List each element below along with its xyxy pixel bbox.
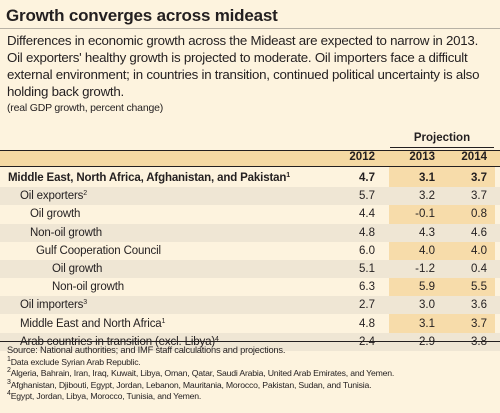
- footnote-marker: 2: [83, 190, 87, 198]
- cell-2012: 5.1: [359, 263, 375, 275]
- footnote-number: 1: [7, 355, 11, 363]
- footnote: 3Afghanistan, Djibouti, Egypt, Jordan, L…: [7, 378, 497, 392]
- footnote-marker: 1: [286, 172, 291, 179]
- cell-2013: 3.1: [419, 317, 435, 330]
- table-row: Oil importers3 2.7 3.0 3.6: [0, 296, 500, 315]
- cell-2012: 4.7: [359, 172, 375, 184]
- cell-2012: 2.7: [359, 299, 375, 312]
- table-row: Oil growth 4.4 -0.1 0.8: [0, 205, 500, 223]
- cell-2014: 0.4: [471, 263, 487, 275]
- column-header-2013: 2013: [409, 151, 435, 163]
- title-rule: [0, 28, 500, 29]
- footnote: 4Egypt, Jordan, Libya, Morocco, Tunisia,…: [7, 390, 497, 403]
- column-header-2012: 2012: [349, 151, 375, 163]
- footnote-marker: 3: [83, 299, 87, 307]
- footnote-text: Data exclude Syrian Arab Republic.: [10, 356, 141, 367]
- column-header-band: [0, 150, 500, 166]
- cell-2013: 5.9: [419, 281, 435, 294]
- cell-2014: 3.7: [471, 190, 487, 203]
- footnote-number: 4: [7, 390, 11, 397]
- footnotes: 1Data exclude Syrian Arab Republic. 2Alge…: [7, 355, 497, 403]
- cell-2014: 4.0: [471, 244, 487, 257]
- row-label: Oil growth: [52, 260, 102, 278]
- cell-2014: 5.5: [471, 281, 487, 294]
- cell-2012: 6.0: [359, 244, 375, 257]
- table-row: Non-oil growth 4.8 4.3 4.6: [0, 223, 500, 242]
- unit-note: (real GDP growth, percent change): [7, 102, 164, 114]
- row-label-text: Middle East and North Africa: [20, 317, 162, 330]
- footnote-marker: 4: [215, 335, 219, 343]
- cell-2012: 4.4: [359, 208, 375, 221]
- table-row: Middle East, North Africa, Afghanistan, …: [0, 169, 500, 187]
- cell-2012: 4.8: [359, 226, 375, 239]
- notes: Source: National authorities; and IMF st…: [7, 345, 497, 403]
- row-label-text: Non-oil growth: [30, 226, 103, 239]
- cell-2014: 3.6: [471, 299, 487, 312]
- cell-2012: 4.8: [359, 317, 375, 330]
- row-label: Oil exporters2: [20, 187, 87, 205]
- projection-rule: [390, 147, 494, 148]
- footnote-number: 2: [7, 367, 11, 374]
- cell-2013: -1.2: [415, 263, 435, 275]
- row-label-text: Gulf Cooperation Council: [36, 244, 161, 257]
- footnote-text: Algeria, Bahrain, Iran, Iraq, Kuwait, Li…: [10, 368, 395, 378]
- cell-2014: 3.7: [471, 317, 487, 330]
- row-label-text: Middle East, North Africa, Afghanistan, …: [8, 172, 287, 184]
- row-label: Oil importers3: [20, 296, 87, 314]
- table-row: Oil growth 5.1 -1.2 0.4: [0, 260, 500, 278]
- row-label: Middle East, North Africa, Afghanistan, …: [8, 169, 290, 187]
- row-label-text: Oil importers: [20, 299, 84, 312]
- figure-title: Growth converges across mideast: [6, 6, 278, 25]
- header-bottom-rule: [0, 166, 500, 167]
- row-label-text: Oil growth: [52, 263, 103, 275]
- source-note: Source: National authorities; and IMF st…: [7, 345, 286, 355]
- footnote-text: Egypt, Jordan, Libya, Morocco, Tunisia, …: [10, 391, 202, 401]
- intro-paragraph: Differences in economic growth across th…: [7, 33, 480, 99]
- footnote: 2Algeria, Bahrain, Iran, Iraq, Kuwait, L…: [7, 367, 497, 380]
- footnote-number: 3: [7, 378, 11, 386]
- row-label-text: Oil growth: [30, 208, 81, 221]
- table-bottom-rule: [0, 341, 500, 342]
- cell-2014: 4.6: [471, 226, 487, 239]
- footnote-marker: 1: [161, 317, 166, 325]
- table-row: Middle East and North Africa1 4.8 3.1 3.7: [0, 315, 500, 333]
- table-row: Oil exporters2 5.7 3.2 3.7: [0, 187, 500, 206]
- cell-2014: 0.8: [471, 208, 487, 221]
- column-header-2014: 2014: [461, 151, 487, 163]
- row-label: Oil growth: [30, 205, 80, 223]
- row-label: Gulf Cooperation Council: [36, 242, 161, 260]
- footnote: 1Data exclude Syrian Arab Republic.: [7, 355, 497, 369]
- table-row: Non-oil growth 6.3 5.9 5.5: [0, 278, 500, 296]
- cell-2013: 4.0: [419, 244, 435, 257]
- cell-2012: 5.7: [359, 190, 375, 203]
- cell-2013: -0.1: [415, 208, 435, 221]
- cell-2014: 3.7: [471, 172, 487, 184]
- cell-2012: 6.3: [359, 281, 375, 294]
- header-top-rule: [0, 150, 500, 151]
- table-row: Gulf Cooperation Council 6.0 4.0 4.0: [0, 242, 500, 260]
- cell-2013: 3.0: [419, 299, 435, 312]
- footnote-text: Afghanistan, Djibouti, Egypt, Jordan, Le…: [10, 379, 372, 390]
- projection-label: Projection: [413, 132, 471, 144]
- cell-2013: 3.1: [419, 172, 435, 184]
- row-label-text: Non-oil growth: [52, 281, 125, 294]
- row-label: Non-oil growth: [30, 224, 102, 242]
- row-label: Non-oil growth: [52, 278, 124, 296]
- cell-2013: 4.3: [419, 226, 435, 239]
- row-label-text: Oil exporters: [20, 190, 84, 203]
- cell-2013: 3.2: [419, 190, 435, 203]
- row-label: Middle East and North Africa1: [20, 315, 165, 333]
